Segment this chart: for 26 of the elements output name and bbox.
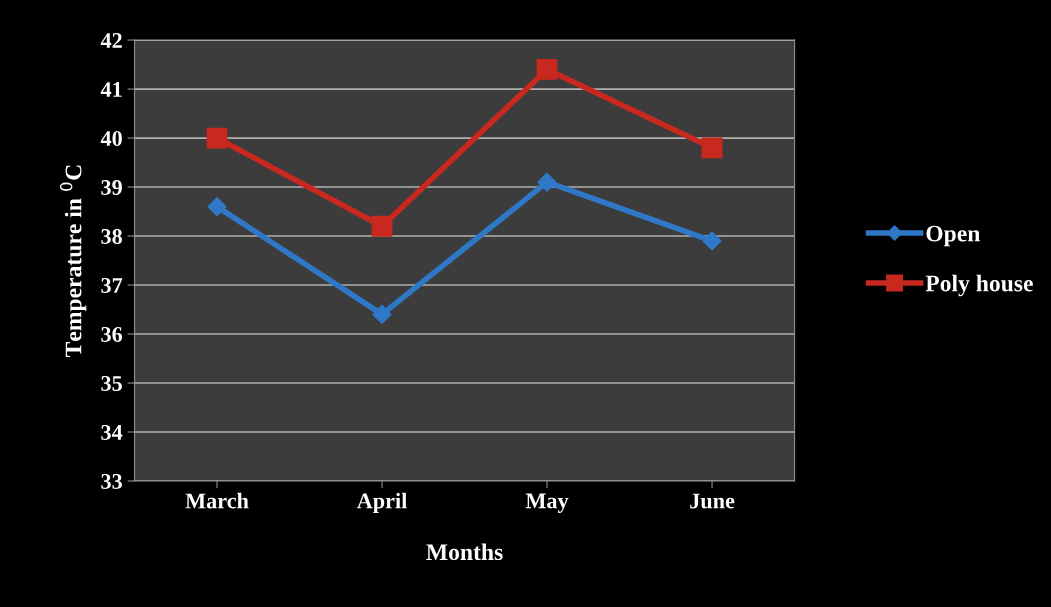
x-tick-label: June [690, 493, 735, 509]
x-axis-title: Months [426, 543, 503, 561]
y-tick-label: 34 [101, 424, 123, 440]
y-tick-label: 36 [101, 327, 123, 342]
y-tick-label: 33 [101, 473, 122, 489]
y-tick-label: 41 [100, 82, 122, 97]
y-tick-label: 35 [101, 376, 122, 391]
point [536, 59, 558, 80]
legend-label: Open [926, 225, 981, 247]
point [701, 137, 723, 159]
y-tick-label: 38 [101, 228, 122, 244]
point [537, 172, 557, 192]
y-tick-label: 40 [100, 130, 122, 146]
x-tick-label: May [525, 493, 569, 513]
y-tick-label: 42 [100, 33, 122, 48]
legend-label: Poly house [925, 274, 1033, 297]
y-tick-label: 39 [101, 180, 122, 195]
point [702, 231, 722, 251]
x-tick-label: April [356, 492, 407, 513]
point [371, 215, 393, 237]
y-axis-title: Temperature in $^{0}$C [59, 165, 87, 358]
point [207, 197, 227, 217]
point [372, 304, 392, 324]
x-tick-label: March [185, 492, 249, 509]
y-tick-label: 37 [101, 278, 123, 293]
point [206, 127, 228, 149]
